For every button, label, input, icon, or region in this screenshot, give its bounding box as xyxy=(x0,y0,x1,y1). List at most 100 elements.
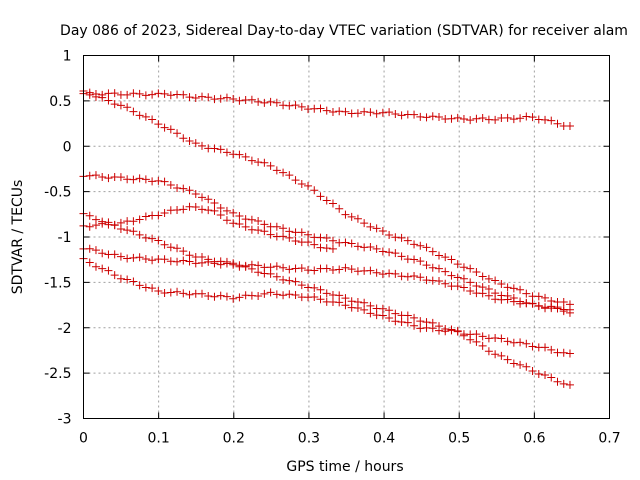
data-point xyxy=(173,206,182,215)
x-tick-label: 0 xyxy=(79,431,88,447)
data-point xyxy=(509,297,518,306)
data-point xyxy=(522,289,531,298)
y-tick-label: -3 xyxy=(58,412,72,428)
data-point xyxy=(173,257,182,266)
data-point xyxy=(541,115,550,124)
data-point xyxy=(328,108,337,117)
data-point xyxy=(378,270,387,279)
data-point xyxy=(428,247,437,256)
data-point xyxy=(416,241,425,250)
data-point xyxy=(547,373,556,382)
data-point xyxy=(435,251,444,260)
y-axis-label: SDTVAR / TECUs xyxy=(10,180,26,295)
y-tick-label: 0.5 xyxy=(49,94,71,110)
data-point xyxy=(347,212,356,221)
data-point xyxy=(459,274,468,283)
data-point xyxy=(341,210,350,219)
data-point xyxy=(360,305,369,314)
data-point xyxy=(397,252,406,261)
data-point xyxy=(254,226,263,235)
data-point xyxy=(210,144,219,153)
data-point xyxy=(422,243,431,252)
data-point xyxy=(466,278,475,287)
data-point xyxy=(260,98,269,107)
data-point xyxy=(378,247,387,256)
series-track-7 xyxy=(79,254,574,358)
data-point xyxy=(123,90,132,99)
data-point xyxy=(266,97,275,106)
data-point xyxy=(141,255,150,264)
data-point xyxy=(410,321,419,330)
data-point xyxy=(466,116,475,125)
data-point xyxy=(254,268,263,277)
data-point xyxy=(191,139,200,148)
data-point xyxy=(198,193,206,202)
data-point xyxy=(154,236,163,245)
data-point xyxy=(91,221,100,230)
data-point xyxy=(453,113,462,122)
data-point xyxy=(397,272,406,281)
data-point xyxy=(453,327,462,336)
data-point xyxy=(135,111,144,120)
data-point xyxy=(553,303,562,312)
data-point xyxy=(241,152,250,161)
data-point xyxy=(229,294,238,303)
data-point xyxy=(422,113,431,122)
y-tick-label: 0 xyxy=(63,139,72,155)
data-point xyxy=(297,281,306,290)
data-point xyxy=(135,281,144,290)
data-point xyxy=(110,220,119,229)
data-point xyxy=(366,266,375,275)
data-point xyxy=(559,379,568,388)
data-point xyxy=(565,349,574,358)
x-tick-label: 0.6 xyxy=(523,431,545,447)
data-point xyxy=(154,176,163,185)
data-point xyxy=(98,93,107,102)
data-point xyxy=(297,228,306,237)
data-point xyxy=(272,262,281,271)
data-point xyxy=(534,292,543,301)
data-point xyxy=(116,101,125,110)
data-point xyxy=(516,360,525,369)
data-point xyxy=(210,292,219,301)
data-point xyxy=(385,306,394,315)
data-point xyxy=(565,380,574,389)
data-point xyxy=(522,362,531,371)
data-point xyxy=(478,289,487,298)
data-point xyxy=(503,337,512,346)
data-point xyxy=(353,304,362,313)
x-axis-label: GPS time / hours xyxy=(286,459,403,475)
data-point xyxy=(335,298,344,307)
data-point xyxy=(260,220,269,229)
data-point xyxy=(247,260,256,269)
x-tick-label: 0.1 xyxy=(148,431,170,447)
data-point xyxy=(185,186,194,195)
data-point xyxy=(279,275,288,284)
data-point xyxy=(484,274,493,283)
data-point xyxy=(285,171,294,180)
data-point xyxy=(179,205,188,214)
data-point xyxy=(360,298,369,307)
data-point xyxy=(335,107,344,116)
data-point xyxy=(428,263,437,272)
data-point xyxy=(291,277,300,286)
data-point xyxy=(279,224,288,233)
data-point xyxy=(372,268,381,277)
series-track-6 xyxy=(79,244,574,314)
y-tick-label: -1 xyxy=(58,230,72,246)
data-point xyxy=(216,291,225,300)
data-point xyxy=(372,109,381,118)
data-point xyxy=(129,175,138,184)
data-point xyxy=(347,265,356,274)
data-point xyxy=(509,115,518,124)
data-point xyxy=(272,272,281,281)
data-point xyxy=(447,271,456,280)
data-point xyxy=(266,288,275,297)
data-point xyxy=(98,172,107,181)
data-point xyxy=(179,90,188,99)
data-point xyxy=(272,222,281,231)
data-point xyxy=(509,284,518,293)
data-point xyxy=(503,295,512,304)
data-point xyxy=(285,290,294,299)
data-point xyxy=(378,304,387,313)
